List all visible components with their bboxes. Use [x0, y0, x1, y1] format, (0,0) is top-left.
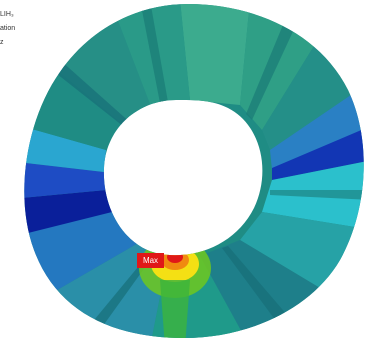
stripe-1 — [140, 4, 168, 103]
legend-line-1: LIH₃ — [0, 11, 14, 18]
segment-top-mid — [110, 4, 190, 104]
stripe-2 — [246, 8, 302, 120]
segment-bottom-left — [40, 242, 168, 338]
segment-left-deepblue — [24, 190, 112, 240]
segment-right-blue — [270, 80, 364, 170]
hotspot-green-tail — [160, 280, 190, 338]
segment-bottom-right — [200, 240, 340, 338]
stripe-3 — [270, 190, 364, 200]
legend-line-3: z — [0, 39, 4, 46]
segment-left-blue — [24, 160, 106, 200]
segment-right-deepblue — [272, 125, 364, 180]
segment-top-light — [180, 4, 250, 105]
stripe-6 — [52, 60, 132, 130]
hotspot-core — [167, 251, 183, 263]
max-label: Max — [137, 253, 164, 268]
legend-line-2: ation — [0, 25, 16, 32]
results-legend: LIH₃ ation z — [0, 8, 15, 50]
